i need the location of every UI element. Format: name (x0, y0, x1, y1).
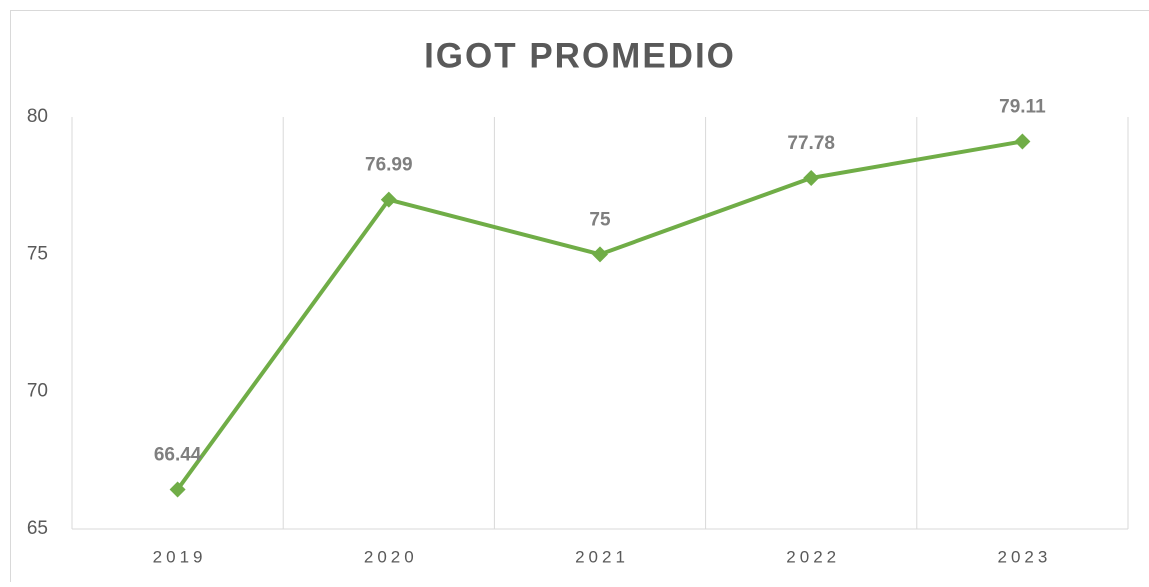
x-tick-label: 2023 (997, 547, 1051, 566)
x-tick-label: 2020 (364, 547, 418, 566)
data-label: 76.99 (365, 155, 413, 176)
chart-border (11, 11, 1149, 583)
x-tick-label: 2021 (575, 547, 629, 566)
x-tick-label: 2019 (153, 547, 207, 566)
data-label: 75 (589, 209, 611, 230)
data-label: 79.11 (999, 96, 1046, 117)
y-tick-label: 75 (27, 243, 48, 264)
y-tick-label: 65 (27, 518, 48, 539)
y-tick-label: 80 (27, 106, 48, 127)
y-tick-label: 70 (27, 381, 48, 402)
x-tick-label: 2022 (786, 547, 840, 566)
data-label: 77.78 (787, 133, 835, 154)
chart-title: IGOT PROMEDIO (424, 36, 736, 75)
data-label: 66.44 (154, 444, 202, 465)
